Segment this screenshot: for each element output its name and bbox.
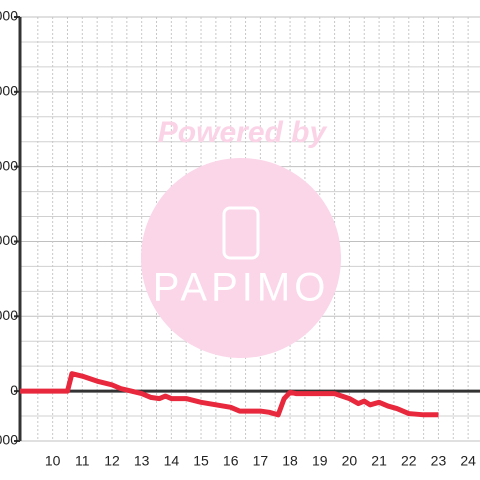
watermark-text: Powered by	[158, 116, 328, 149]
y-tick-label: -20,000	[0, 432, 18, 448]
x-tick-label: 15	[193, 453, 209, 469]
x-tick-label: 10	[45, 453, 61, 469]
x-tick-label: 12	[104, 453, 120, 469]
x-tick-label: 17	[253, 453, 269, 469]
y-tick-label: 120,000	[0, 83, 18, 99]
watermark-logo: PAPIMO	[153, 266, 330, 310]
plot: -20,000 0 30,000 60,000 90,000 120,000 150,000…	[0, 8, 480, 469]
x-tick-label: 14	[164, 453, 180, 469]
x-tick-label: 24	[460, 453, 476, 469]
x-tick-label: 21	[371, 453, 387, 469]
x-tick-label: 16	[223, 453, 239, 469]
x-tick-label: 23	[431, 453, 447, 469]
y-tick-label: 0	[10, 382, 18, 398]
watermark-icon	[222, 206, 260, 260]
y-tick-label: 30,000	[0, 307, 18, 323]
watermark: Powered by PAPIMO	[141, 116, 341, 358]
x-tick-label: 18	[282, 453, 298, 469]
data-line	[20, 371, 439, 418]
y-tick-label: 60,000	[0, 232, 18, 248]
x-tick-label: 20	[342, 453, 358, 469]
x-tick-label: 13	[134, 453, 150, 469]
y-tick-label: 150,000	[0, 8, 18, 24]
x-tick-label: 11	[75, 453, 90, 469]
y-tick-label: 90,000	[0, 157, 18, 173]
x-tick-label: 22	[401, 453, 417, 469]
x-tick-label: 19	[312, 453, 328, 469]
